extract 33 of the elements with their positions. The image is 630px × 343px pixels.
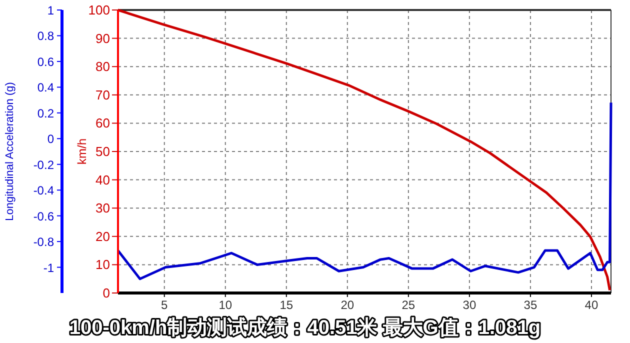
- x-tick-label: 40: [584, 298, 598, 312]
- y2-tick-label: -0.2: [33, 158, 54, 172]
- y2-tick-label: 0.6: [37, 54, 54, 69]
- y-tick-label: 100: [88, 2, 110, 18]
- y2-tick-label: 0.4: [37, 80, 54, 95]
- y-tick-label: 90: [96, 30, 110, 46]
- x-tick-label: 35: [524, 298, 538, 312]
- y-tick-label: 60: [96, 116, 110, 131]
- y-tick-label: 20: [96, 228, 110, 244]
- x-tick-label: 20: [340, 298, 354, 312]
- text: 100-0km/h制动测试成绩：40.51米 最大G值：1.081g: [69, 317, 541, 339]
- y-tick-label: 40: [96, 172, 110, 188]
- x-tick-label: 30: [462, 298, 476, 312]
- y2-tick-label: 0: [47, 132, 54, 146]
- x-tick-label: 5: [161, 298, 168, 312]
- y-tick-label: 80: [96, 59, 110, 74]
- y-tick-label: 10: [96, 257, 110, 272]
- y-tick-label: 30: [96, 200, 110, 216]
- y-tick-label: 50: [96, 144, 110, 159]
- y2-tick-label: -0.8: [33, 235, 54, 250]
- y2-tick-label: 0.2: [37, 106, 54, 120]
- x-tick-label: 10: [218, 298, 232, 312]
- x-tick-label: 25: [402, 298, 416, 312]
- y2-tick-label: 0.8: [37, 29, 54, 44]
- x-tick-label: 15: [280, 298, 294, 312]
- y2-axis-title: Longitudinal Acceleration (g): [4, 82, 16, 221]
- y2-tick-label: -0.6: [33, 209, 54, 224]
- y2-tick-label: -0.4: [33, 184, 54, 198]
- y-tick-label: 0: [102, 286, 110, 300]
- y-axis-title: km/h: [75, 138, 89, 165]
- y2-tick-label: 1: [47, 4, 54, 18]
- y-tick-label: 70: [96, 87, 110, 102]
- y2-tick-label: -1: [43, 260, 54, 275]
